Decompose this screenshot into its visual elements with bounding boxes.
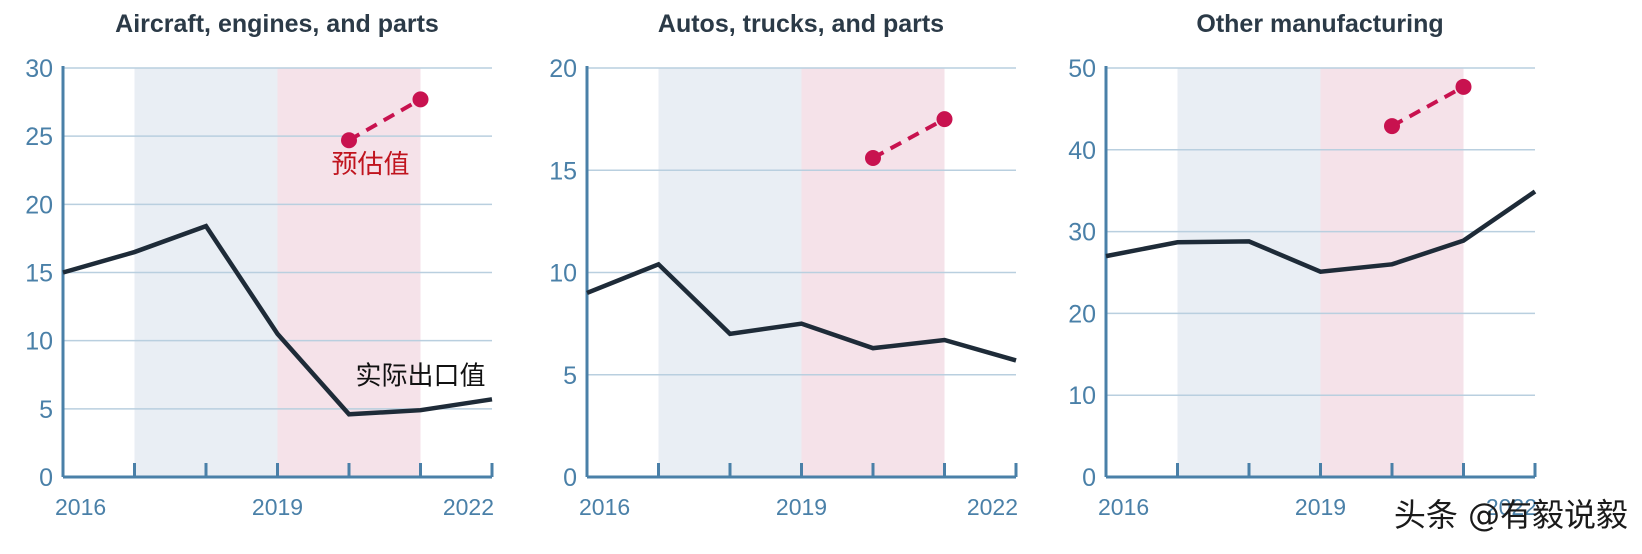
x-tick-label-other-2016: 2016 <box>1098 494 1149 520</box>
estimate-line-aircraft <box>348 97 422 142</box>
panel-aircraft: 0 5 10 15 20 25 30 2016 2019 2022 Aircraft, engine… <box>25 10 494 520</box>
y-tick-label-aircraft-25: 25 <box>25 123 53 151</box>
estimate-line-other <box>1391 85 1465 128</box>
y-tick-label-other-30: 30 <box>1068 219 1096 247</box>
chart-title-aircraft: Aircraft, engines, and parts <box>115 10 439 38</box>
estimate-point-other-2020 <box>1384 118 1400 135</box>
y-tick-label-aircraft-30: 30 <box>25 55 53 83</box>
y-tick-label-aircraft-20: 20 <box>25 191 53 219</box>
estimate-point-other-2021 <box>1455 78 1472 95</box>
watermark-text: 头条 @有毅说毅 <box>1394 496 1628 534</box>
shaded-band-other-1 <box>1320 68 1464 477</box>
y-tick-label-other-0: 0 <box>1082 464 1096 492</box>
annotation-aircraft-0: 预估值 <box>331 150 409 180</box>
y-tick-label-autos-0: 0 <box>563 464 577 492</box>
x-tick-label-aircraft-2022: 2022 <box>443 494 494 520</box>
y-tick-label-aircraft-0: 0 <box>39 464 53 492</box>
panel-other-manufacturing: 0 10 20 30 40 50 2016 2019 2022 Other manufacturi… <box>1068 10 1537 520</box>
y-tick-label-aircraft-15: 15 <box>25 260 53 288</box>
chart-title-other: Other manufacturing <box>1196 10 1443 38</box>
estimate-point-autos-2021 <box>936 111 953 128</box>
x-tick-label-autos-2022: 2022 <box>967 494 1018 520</box>
x-tick-label-other-2022: 2022 <box>1486 494 1537 520</box>
y-tick-label-autos-5: 5 <box>563 362 577 390</box>
x-tick-label-autos-2019: 2019 <box>776 494 827 520</box>
x-tick-label-autos-2016: 2016 <box>579 494 630 520</box>
annotation-aircraft-1: 实际出口值 <box>355 361 485 391</box>
estimate-point-autos-2020 <box>865 149 881 166</box>
y-tick-label-other-40: 40 <box>1068 137 1096 165</box>
chart-title-autos: Autos, trucks, and parts <box>658 10 944 38</box>
y-tick-label-other-10: 10 <box>1068 382 1096 410</box>
estimate-point-aircraft-2020 <box>341 132 357 149</box>
y-tick-label-aircraft-10: 10 <box>25 328 53 356</box>
estimate-point-aircraft-2021 <box>412 91 429 108</box>
y-tick-label-autos-15: 15 <box>549 157 577 185</box>
x-tick-label-aircraft-2016: 2016 <box>55 494 106 520</box>
x-tick-label-aircraft-2019: 2019 <box>252 494 303 520</box>
y-tick-label-autos-10: 10 <box>549 260 577 288</box>
y-tick-label-other-20: 20 <box>1068 300 1096 328</box>
estimate-line-autos <box>872 117 946 160</box>
x-tick-label-other-2019: 2019 <box>1295 494 1346 520</box>
y-tick-label-autos-20: 20 <box>549 55 577 83</box>
y-tick-label-aircraft-5: 5 <box>39 396 53 424</box>
panel-autos: 0 5 10 15 20 2016 2019 2022 Autos, trucks, and p… <box>549 10 1018 520</box>
shaded-band-other-0 <box>1177 68 1321 477</box>
y-tick-label-other-50: 50 <box>1068 55 1096 83</box>
